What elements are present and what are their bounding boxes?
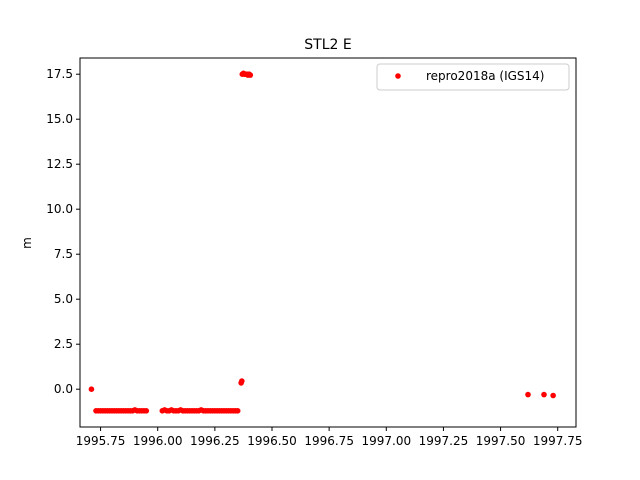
y-tick-label: 7.5 [54,247,73,261]
plot-area [88,70,556,414]
y-axis-label: m [20,237,34,249]
y-tick-label: 12.5 [46,157,73,171]
y-tick-label: 10.0 [46,202,73,216]
x-tick-label: 1996.00 [133,434,183,448]
legend-box [376,63,570,91]
x-tick-label: 1997.00 [361,434,411,448]
chart-title: STL2 E [304,37,351,53]
x-tick-label: 1997.75 [533,434,583,448]
data-point [247,72,254,78]
legend: repro2018a (IGS14) [376,63,570,91]
legend-marker [395,73,401,79]
data-point [550,392,556,399]
y-tick-label: 2.5 [54,337,73,351]
y-tick-label: 15.0 [46,112,73,126]
x-tick-label: 1997.50 [476,434,526,448]
plot-frame [79,57,577,428]
x-tick-label: 1996.25 [190,434,240,448]
x-tick-label: 1996.75 [304,434,354,448]
y-tick-label: 17.5 [46,67,73,81]
data-point [525,391,531,398]
data-point [541,391,547,398]
y-tick-label: 0.0 [54,382,73,396]
data-point [143,408,150,414]
data-point [239,378,245,384]
x-tick-label: 1996.50 [247,434,297,448]
data-point [88,386,95,393]
x-tick-label: 1995.75 [76,434,126,448]
data-point [234,408,241,414]
axes: 1995.75 1996.00 1996.25 1996.50 1996.75 1997.… [46,57,583,448]
y-tick-label: 5.0 [54,292,73,306]
x-tick-label: 1997.25 [419,434,469,448]
legend-label: repro2018a (IGS14) [426,69,544,83]
